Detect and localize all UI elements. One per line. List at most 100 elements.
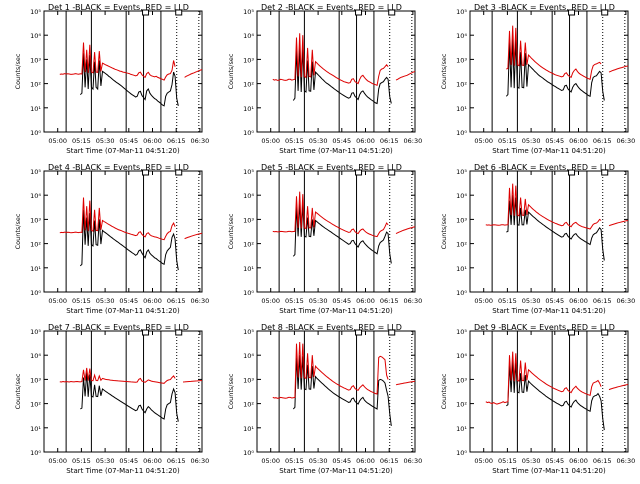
series-events bbox=[292, 202, 392, 264]
plot-frame bbox=[43, 170, 203, 293]
y-tick-label: 10⁵ bbox=[456, 328, 467, 336]
y-tick-label: 10² bbox=[243, 241, 254, 249]
series-lld bbox=[182, 380, 203, 383]
x-tick-label: 06:00 bbox=[143, 137, 162, 145]
x-tick-label: 05:30 bbox=[522, 457, 541, 465]
series-events bbox=[506, 195, 605, 261]
x-tick-label: 05:00 bbox=[474, 457, 493, 465]
y-tick-label: 10⁰ bbox=[243, 449, 254, 457]
x-tick-label: 06:15 bbox=[167, 457, 186, 465]
x-tick-label: 05:15 bbox=[498, 137, 517, 145]
x-tick-label: 05:45 bbox=[119, 297, 138, 305]
x-tick-label: 06:00 bbox=[356, 297, 375, 305]
y-tick-label: 10³ bbox=[243, 56, 254, 64]
panel-title: Det 7 -BLACK = Events, RED = LLD bbox=[48, 323, 189, 332]
y-axis-label: Counts/sec bbox=[440, 373, 448, 409]
marker-bracket bbox=[175, 329, 183, 336]
x-tick-label: 05:15 bbox=[72, 457, 91, 465]
panel-title: Det 9 -BLACK = Events, RED = LLD bbox=[474, 323, 615, 332]
y-tick-label: 10² bbox=[456, 241, 467, 249]
marker-bracket bbox=[142, 9, 150, 16]
x-tick-label: 06:00 bbox=[569, 297, 588, 305]
series-lld bbox=[184, 232, 203, 240]
panel-8: Det 8 -BLACK = Events, RED = LLD 10⁰ 10¹ 10… bbox=[227, 323, 422, 475]
y-tick-label: 10⁵ bbox=[243, 328, 254, 336]
x-tick-label: 06:15 bbox=[380, 457, 399, 465]
x-tick-label: 05:30 bbox=[96, 297, 115, 305]
x-tick-label: 05:15 bbox=[285, 457, 304, 465]
x-tick-label: 06:15 bbox=[167, 297, 186, 305]
y-axis-label: Counts/sec bbox=[14, 53, 22, 89]
y-axis-label: Counts/sec bbox=[227, 53, 235, 89]
y-tick-label: 10¹ bbox=[243, 105, 254, 113]
x-tick-label: 05:45 bbox=[545, 457, 564, 465]
marker-bracket bbox=[142, 169, 150, 176]
series-lld bbox=[272, 33, 389, 86]
x-tick-label: 05:30 bbox=[522, 137, 541, 145]
x-tick-label: 05:45 bbox=[332, 457, 351, 465]
y-tick-label: 10³ bbox=[30, 56, 41, 64]
series-events bbox=[79, 209, 179, 271]
y-tick-label: 10⁰ bbox=[30, 289, 41, 297]
y-tick-label: 10⁴ bbox=[30, 192, 41, 200]
x-tick-label: 06:30 bbox=[404, 457, 423, 465]
x-tick-label: 06:00 bbox=[143, 457, 162, 465]
y-axis-label: Counts/sec bbox=[14, 373, 22, 409]
y-tick-label: 10⁵ bbox=[30, 328, 41, 336]
series-lld bbox=[608, 220, 629, 227]
x-tick-label: 05:30 bbox=[96, 457, 115, 465]
y-tick-label: 10⁵ bbox=[243, 8, 254, 16]
marker-bracket bbox=[601, 9, 609, 16]
panel-2: Det 2 -BLACK = Events, RED = LLD 10⁰ 10¹ 10… bbox=[227, 3, 422, 155]
y-tick-label: 10³ bbox=[456, 376, 467, 384]
marker-bracket bbox=[355, 329, 363, 336]
panel-9: Det 9 -BLACK = Events, RED = LLD 10⁰ 10¹ 10… bbox=[440, 323, 635, 475]
x-tick-label: 05:30 bbox=[96, 137, 115, 145]
panel-title: Det 4 -BLACK = Events, RED = LLD bbox=[48, 163, 189, 172]
y-tick-label: 10⁵ bbox=[30, 8, 41, 16]
y-tick-label: 10² bbox=[243, 81, 254, 89]
plot-frame bbox=[256, 10, 416, 133]
x-tick-label: 06:15 bbox=[167, 137, 186, 145]
y-tick-label: 10⁵ bbox=[456, 168, 467, 176]
panel-title: Det 1 -BLACK = Events, RED = LLD bbox=[48, 3, 189, 12]
y-tick-label: 10¹ bbox=[30, 425, 41, 433]
y-axis-label: Counts/sec bbox=[14, 213, 22, 249]
series-lld bbox=[59, 367, 176, 384]
x-tick-label: 05:45 bbox=[119, 137, 138, 145]
x-tick-label: 05:15 bbox=[72, 297, 91, 305]
panel-title: Det 8 -BLACK = Events, RED = LLD bbox=[261, 323, 402, 332]
y-tick-label: 10⁴ bbox=[456, 32, 467, 40]
y-tick-label: 10⁵ bbox=[30, 168, 41, 176]
panel-title: Det 6 -BLACK = Events, RED = LLD bbox=[474, 163, 615, 172]
marker-bracket bbox=[175, 169, 183, 176]
y-tick-label: 10² bbox=[456, 81, 467, 89]
x-tick-label: 06:30 bbox=[404, 137, 423, 145]
marker-bracket bbox=[601, 169, 609, 176]
marker-bracket bbox=[355, 9, 363, 16]
x-tick-label: 06:15 bbox=[593, 457, 612, 465]
x-tick-label: 06:30 bbox=[617, 457, 636, 465]
x-tick-label: 05:00 bbox=[261, 137, 280, 145]
series-lld bbox=[395, 380, 416, 386]
plot-frame bbox=[469, 330, 629, 453]
series-lld bbox=[272, 341, 389, 399]
series-lld bbox=[59, 42, 176, 81]
x-tick-label: 05:30 bbox=[309, 137, 328, 145]
x-tick-label: 06:00 bbox=[569, 137, 588, 145]
y-tick-label: 10¹ bbox=[243, 265, 254, 273]
series-events bbox=[292, 355, 392, 426]
panel-6: Det 6 -BLACK = Events, RED = LLD 10⁰ 10¹ 10… bbox=[440, 163, 635, 315]
x-tick-label: 05:00 bbox=[261, 457, 280, 465]
series-lld bbox=[272, 191, 389, 238]
x-tick-label: 06:15 bbox=[593, 137, 612, 145]
marker-bracket bbox=[355, 169, 363, 176]
panel-4: Det 4 -BLACK = Events, RED = LLD 10⁰ 10¹ 10… bbox=[14, 163, 209, 315]
y-tick-label: 10⁵ bbox=[243, 168, 254, 176]
y-tick-label: 10⁴ bbox=[456, 192, 467, 200]
marker-bracket bbox=[568, 169, 576, 176]
x-axis-label: Start Time (07-Mar-11 04:51:20) bbox=[66, 467, 180, 475]
x-tick-label: 06:00 bbox=[356, 137, 375, 145]
x-tick-label: 05:00 bbox=[48, 297, 67, 305]
panel-title: Det 5 -BLACK = Events, RED = LLD bbox=[261, 163, 402, 172]
